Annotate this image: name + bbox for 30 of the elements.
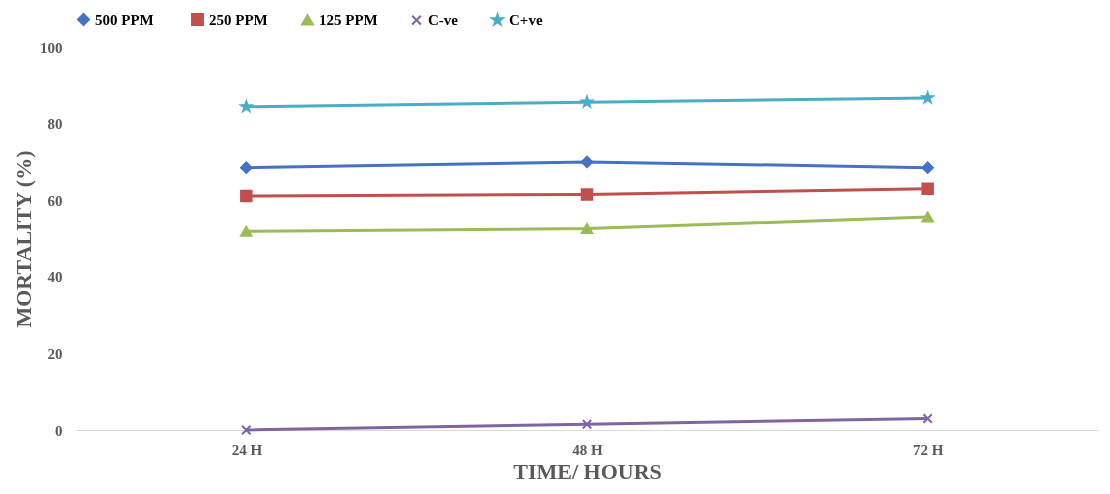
legend-label: 500 PPM — [95, 11, 154, 28]
y-tick-label: 0 — [55, 422, 63, 439]
legend-label: C+ve — [509, 12, 543, 29]
y-tick-label: 80 — [47, 116, 63, 133]
y-tick-label: 40 — [47, 269, 63, 286]
x-tick-label: 24 H — [231, 441, 263, 458]
y-axis-title: MORTALITY (%) — [11, 150, 36, 328]
legend-label: 125 PPM — [319, 11, 378, 28]
legend-label: 250 PPM — [209, 11, 268, 28]
y-tick-label: 20 — [47, 345, 63, 362]
point — [581, 419, 593, 430]
point — [580, 155, 594, 169]
point — [240, 161, 253, 174]
point — [921, 182, 934, 195]
point — [922, 413, 933, 424]
legend-label: C-ve — [428, 12, 459, 29]
y-tick-label: 60 — [47, 192, 63, 209]
point — [238, 98, 255, 114]
y-tick-label: 100 — [40, 39, 63, 56]
point — [580, 188, 594, 201]
point — [919, 89, 936, 105]
x-axis-title: TIME/ HOURS — [513, 458, 662, 484]
point — [921, 161, 934, 174]
point — [241, 424, 252, 436]
point — [921, 211, 934, 223]
x-tick-label: 72 H — [912, 441, 944, 458]
point — [580, 223, 594, 235]
point — [240, 225, 253, 237]
point — [240, 189, 253, 203]
x-tick-label: 48 H — [572, 441, 604, 458]
